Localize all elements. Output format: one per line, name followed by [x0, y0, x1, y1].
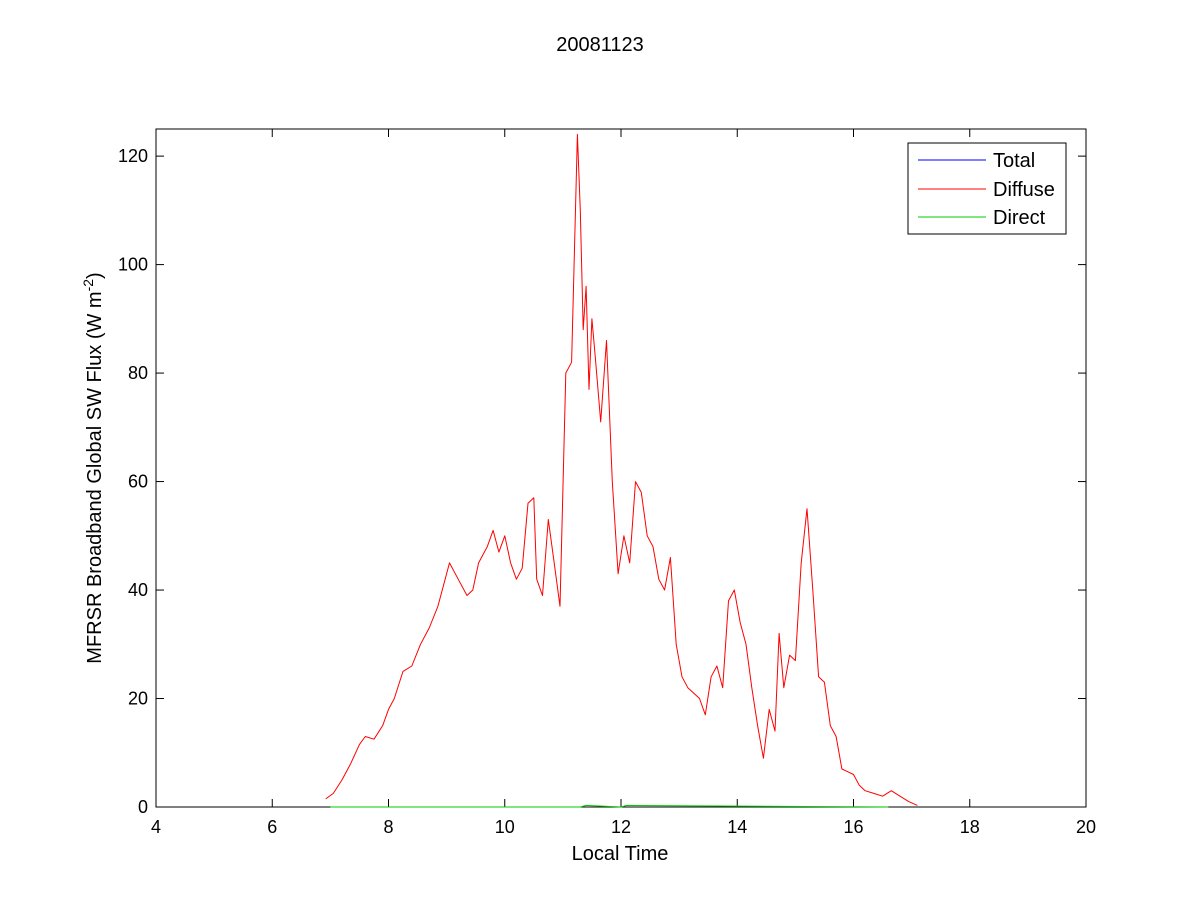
x-tick-label: 16 — [843, 817, 863, 837]
plot-area — [155, 128, 1087, 808]
legend-label-diffuse: Diffuse — [993, 179, 1055, 201]
x-tick-label: 10 — [495, 817, 515, 837]
legend-label-total: Total — [993, 150, 1035, 172]
y-axis-ticks: 0 20 40 60 80 100 120 — [118, 146, 1086, 817]
series-line-diffuse — [325, 133, 918, 806]
y-tick-label: 40 — [128, 580, 148, 600]
x-tick-label: 6 — [267, 817, 277, 837]
x-tick-label: 12 — [611, 817, 631, 837]
x-tick-label: 18 — [960, 817, 980, 837]
series-lines — [325, 133, 918, 808]
y-tick-label: 20 — [128, 689, 148, 709]
y-tick-label: 120 — [118, 146, 148, 166]
y-tick-label: 0 — [138, 797, 148, 817]
y-axis-label-tail: ) — [84, 272, 106, 279]
x-tick-label: 20 — [1076, 817, 1096, 837]
x-tick-label: 8 — [383, 817, 393, 837]
x-tick-label: 14 — [727, 817, 747, 837]
x-axis-ticks: 4 6 8 10 12 14 16 18 20 — [151, 129, 1096, 837]
y-tick-label: 100 — [118, 255, 148, 275]
y-axis-label: MFRSR Broadband Global SW Flux (W m-2) — [80, 272, 106, 663]
x-tick-label: 4 — [151, 817, 161, 837]
y-axis-label-superscript: -2 — [80, 279, 96, 292]
y-axis-label-main: MFRSR Broadband Global SW Flux (W m — [84, 291, 106, 663]
chart-title: 20081123 — [556, 34, 644, 56]
legend: Total Diffuse Direct — [907, 142, 1067, 235]
series-line-direct — [330, 804, 889, 808]
legend-label-direct: Direct — [993, 207, 1046, 229]
x-axis-label: Local Time — [572, 843, 669, 865]
y-tick-label: 80 — [128, 363, 148, 383]
y-tick-label: 60 — [128, 472, 148, 492]
